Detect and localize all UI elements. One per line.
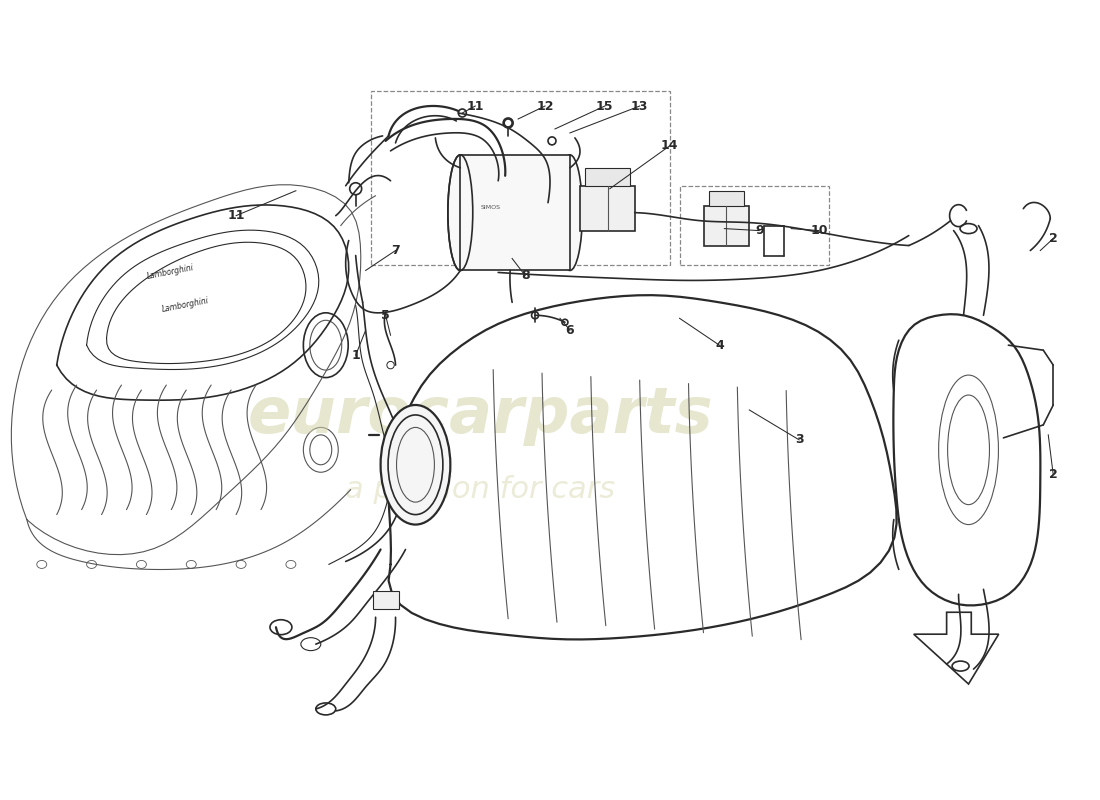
Text: 1: 1 — [351, 349, 360, 362]
Text: 11: 11 — [228, 209, 245, 222]
Text: Lamborghini: Lamborghini — [146, 263, 195, 282]
Polygon shape — [373, 591, 398, 610]
Text: 3: 3 — [795, 434, 803, 446]
Polygon shape — [585, 168, 629, 186]
Text: 6: 6 — [565, 324, 574, 337]
Text: 4: 4 — [715, 338, 724, 352]
Text: eurocarparts: eurocarparts — [248, 384, 713, 446]
Ellipse shape — [459, 109, 466, 117]
Ellipse shape — [381, 405, 450, 525]
Polygon shape — [704, 206, 749, 246]
Ellipse shape — [504, 119, 513, 127]
Text: 14: 14 — [661, 139, 679, 152]
Text: 2: 2 — [1049, 232, 1057, 245]
Ellipse shape — [558, 155, 582, 270]
Polygon shape — [710, 190, 745, 206]
Text: Lamborghini: Lamborghini — [162, 296, 210, 314]
Text: 15: 15 — [596, 99, 614, 113]
Text: 2: 2 — [1049, 468, 1057, 482]
Circle shape — [387, 362, 394, 369]
Circle shape — [388, 362, 393, 368]
Text: 10: 10 — [811, 224, 828, 237]
Text: SIMOS: SIMOS — [481, 205, 500, 210]
Text: 13: 13 — [631, 99, 648, 113]
Text: 12: 12 — [537, 99, 553, 113]
Text: 8: 8 — [520, 269, 529, 282]
Ellipse shape — [548, 137, 556, 145]
Text: 9: 9 — [755, 224, 763, 237]
Ellipse shape — [448, 155, 473, 270]
Text: 7: 7 — [392, 244, 400, 257]
Text: a passion for cars: a passion for cars — [345, 475, 615, 504]
Polygon shape — [580, 186, 635, 230]
Text: 11: 11 — [466, 99, 484, 113]
Text: 5: 5 — [382, 309, 389, 322]
Polygon shape — [460, 155, 570, 270]
